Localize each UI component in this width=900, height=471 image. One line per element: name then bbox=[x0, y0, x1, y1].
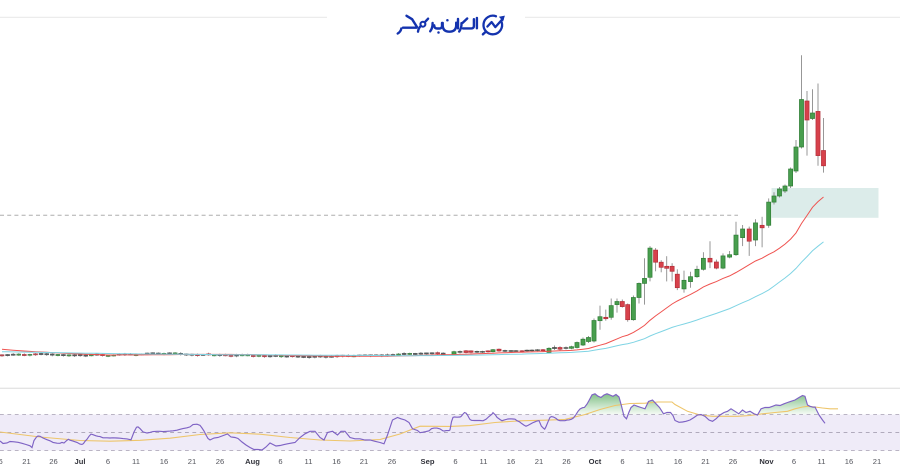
svg-text:Aug: Aug bbox=[245, 457, 260, 466]
svg-text:Jul: Jul bbox=[75, 457, 86, 466]
svg-text:Nov: Nov bbox=[759, 457, 774, 466]
svg-text:26: 26 bbox=[729, 457, 737, 466]
svg-text:16: 16 bbox=[674, 457, 682, 466]
svg-text:6: 6 bbox=[106, 457, 110, 466]
svg-text:26: 26 bbox=[388, 457, 396, 466]
svg-text:21: 21 bbox=[873, 457, 881, 466]
svg-text:21: 21 bbox=[360, 457, 368, 466]
svg-text:16: 16 bbox=[0, 457, 3, 466]
svg-text:26: 26 bbox=[562, 457, 570, 466]
svg-text:11: 11 bbox=[305, 457, 313, 466]
svg-text:6: 6 bbox=[792, 457, 796, 466]
svg-text:21: 21 bbox=[22, 457, 30, 466]
svg-text:26: 26 bbox=[216, 457, 224, 466]
svg-text:16: 16 bbox=[332, 457, 340, 466]
svg-text:Oct: Oct bbox=[589, 457, 602, 466]
svg-text:6: 6 bbox=[453, 457, 457, 466]
svg-text:21: 21 bbox=[701, 457, 709, 466]
svg-text:11: 11 bbox=[132, 457, 140, 466]
svg-text:16: 16 bbox=[160, 457, 168, 466]
svg-text:11: 11 bbox=[480, 457, 488, 466]
svg-text:6: 6 bbox=[278, 457, 282, 466]
svg-text:6: 6 bbox=[620, 457, 624, 466]
svg-text:16: 16 bbox=[845, 457, 853, 466]
svg-text:11: 11 bbox=[646, 457, 654, 466]
svg-text:21: 21 bbox=[535, 457, 543, 466]
svg-text:21: 21 bbox=[188, 457, 196, 466]
svg-text:16: 16 bbox=[507, 457, 515, 466]
svg-text:11: 11 bbox=[818, 457, 826, 466]
svg-text:26: 26 bbox=[49, 457, 57, 466]
svg-text:Sep: Sep bbox=[421, 457, 435, 466]
